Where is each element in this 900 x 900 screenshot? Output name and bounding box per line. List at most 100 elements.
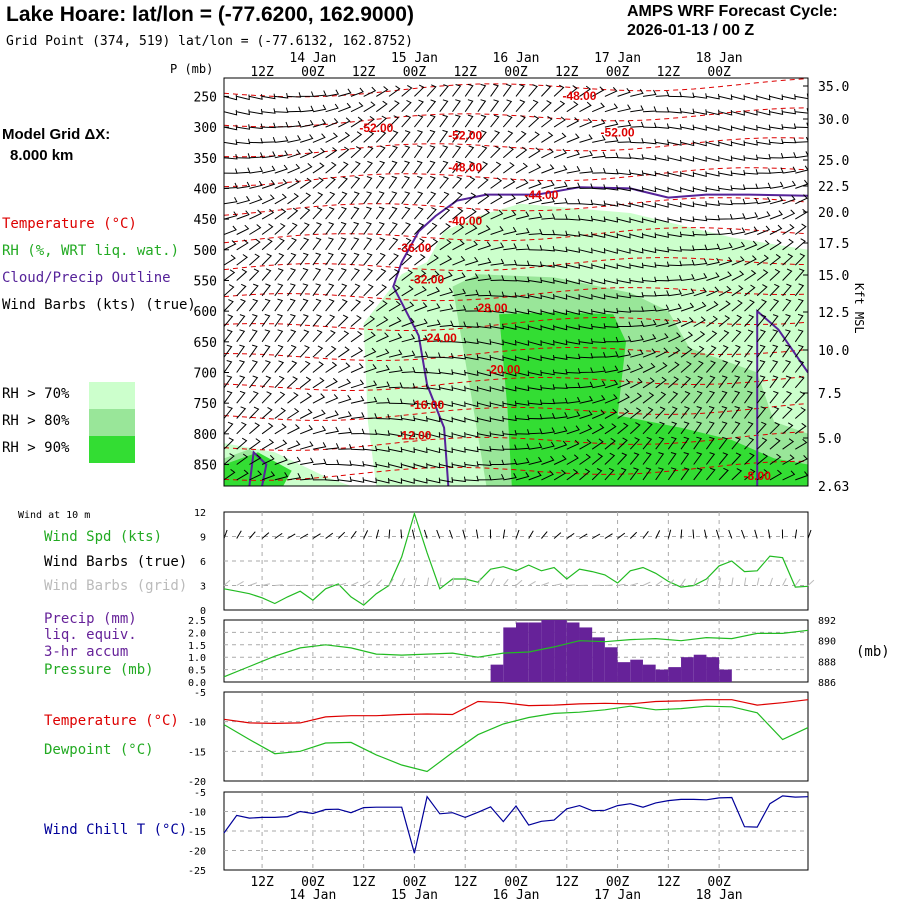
wind-barb (731, 421, 741, 435)
wind-barb (769, 469, 783, 481)
wind-barb (224, 269, 236, 281)
wind-barb (541, 413, 556, 419)
wind-barb (224, 344, 233, 358)
wind-barb (515, 276, 530, 283)
wind-barb (680, 245, 695, 251)
wind-barb (363, 237, 373, 251)
wind-barb (337, 146, 350, 159)
wind-barb (592, 409, 605, 419)
wind-barb (782, 391, 793, 404)
wind-barb (794, 298, 804, 312)
wind-barb (807, 417, 808, 419)
wind-barb (642, 154, 657, 161)
wind-barb (592, 323, 606, 329)
wind-barb-true (741, 529, 745, 539)
wind-barb (337, 252, 347, 266)
wind-barb (261, 208, 275, 220)
wind-barb (794, 360, 805, 373)
wind-barb (414, 477, 428, 484)
wind-barb (617, 217, 631, 223)
legend-rh80-swatch (89, 409, 135, 436)
wind-barb (312, 425, 327, 435)
wind-barb (668, 303, 682, 312)
wind-barb (350, 87, 364, 97)
wind-barb (287, 222, 298, 235)
wind-barb (426, 416, 441, 423)
legend-wind-chill: Wind Chill T (°C) (44, 822, 188, 838)
wind-barb (350, 428, 365, 435)
wind-tick-label: 12 (194, 508, 206, 519)
temperature-contour-label: -44.00 (524, 188, 558, 202)
wind-barb (769, 283, 780, 297)
wind-barb (667, 376, 679, 389)
wind-barb (490, 401, 504, 407)
wind-barb (693, 301, 707, 312)
wind-barb (337, 299, 348, 312)
wind-barb (744, 94, 758, 101)
wind-barb (388, 85, 401, 97)
top-date-label: 15 Jan (391, 51, 438, 66)
wind-barb (426, 114, 436, 128)
wind-barb (706, 155, 720, 162)
wind-barb (655, 333, 669, 343)
top-panel-frame (223, 77, 809, 487)
precip-bar (503, 627, 516, 682)
wind-barb-true (223, 529, 228, 539)
wind-barb (426, 254, 439, 266)
wind-barb (604, 263, 618, 270)
wind-barb (604, 437, 616, 450)
wind-barb (579, 85, 592, 97)
wind-barb (325, 161, 337, 174)
wind-barb (350, 395, 365, 404)
wind-barb (287, 252, 297, 266)
wind-barb (287, 283, 296, 297)
wind-barb (274, 283, 284, 297)
pressure-tick-label: 250 (194, 90, 217, 105)
wind-barb-grid (642, 581, 651, 586)
wind-barb (439, 84, 449, 97)
wind-barb (414, 447, 428, 454)
wind-barb-grid (490, 578, 495, 586)
wind-barb (566, 149, 580, 159)
wind-barb (579, 150, 593, 159)
wind-barb (350, 252, 360, 266)
wind-barb (731, 94, 745, 101)
wind-barb (300, 119, 314, 128)
wind-barb (541, 100, 552, 113)
wind-barb (795, 151, 808, 159)
wind-barb (693, 186, 707, 192)
wind-barb (388, 268, 400, 281)
wind-barb (503, 400, 517, 407)
wind-barb (630, 277, 644, 283)
wind-barb (706, 125, 720, 132)
wind-barb (604, 379, 619, 389)
wind-barb (541, 470, 554, 481)
wind-barb (350, 330, 363, 343)
wind-barb (249, 238, 261, 251)
wind-barb (591, 86, 605, 97)
wind-barb (617, 278, 631, 284)
wind-barb (414, 84, 425, 97)
wind-barb (680, 171, 695, 178)
wind-barb (515, 146, 528, 159)
wind-barb (249, 166, 264, 174)
wind-barb (667, 421, 678, 435)
wind-barb (794, 329, 804, 343)
wind-barb (274, 193, 287, 205)
wind-barb (642, 89, 657, 97)
wind-barb (224, 109, 238, 116)
wind-barb (414, 302, 428, 312)
wind-barb (719, 199, 733, 206)
wind-barb (338, 131, 351, 143)
wind-barb (719, 170, 733, 177)
wind-barb (693, 156, 707, 162)
wind-barb (541, 309, 555, 316)
wind-barb (465, 354, 479, 361)
wind-barb (401, 478, 415, 484)
wind-barb (363, 477, 377, 484)
wind-barb (769, 360, 779, 373)
bottom-time-tick-label: 12Z (555, 875, 579, 890)
wind-barb (427, 319, 441, 327)
wind-tick-label: 6 (200, 557, 206, 568)
wind-barb (630, 186, 644, 192)
